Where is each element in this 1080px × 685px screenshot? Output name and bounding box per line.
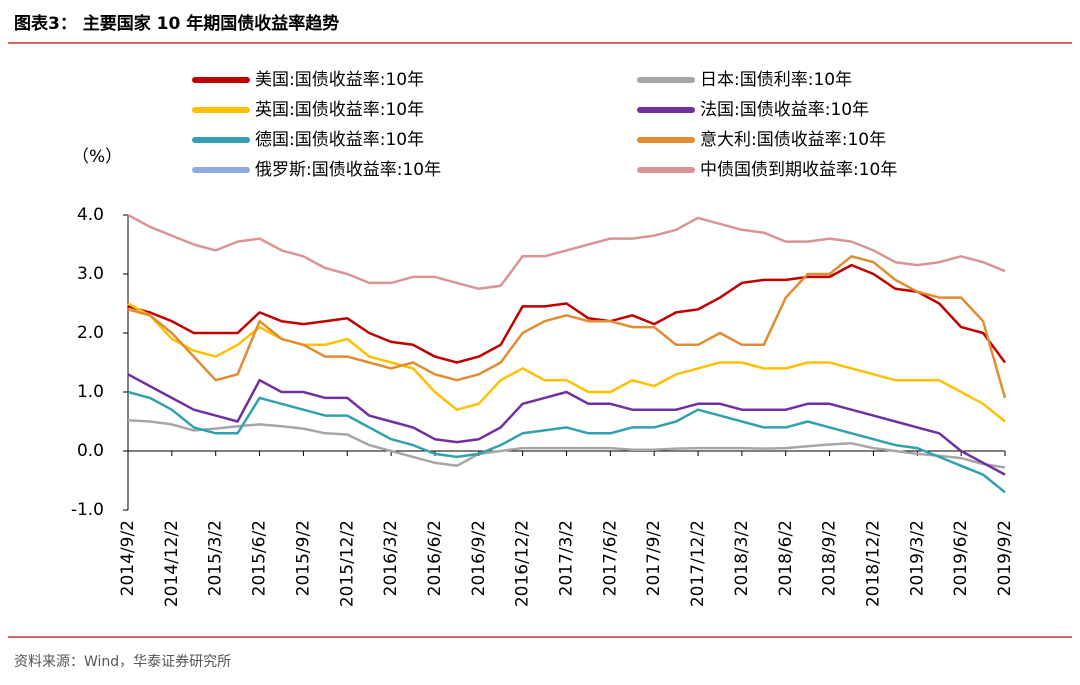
legend-label: 法国:国债收益率:10年: [700, 100, 869, 120]
x-tick-label: 2015/3/2: [206, 520, 226, 596]
series-line: [127, 213, 1006, 291]
y-tick-label: -1.0: [71, 500, 104, 520]
series-line: [127, 373, 1006, 476]
x-tick-label: 2016/9/2: [469, 520, 489, 596]
x-tick-label: 2018/6/2: [776, 520, 796, 596]
x-tick-label: 2015/12/2: [337, 520, 357, 607]
x-tick-label: 2017/12/2: [688, 520, 708, 607]
series-line: [127, 263, 1007, 364]
series-line: [127, 255, 1007, 399]
x-tick-label: 2018/9/2: [820, 520, 840, 596]
x-tick-label: 2017/3/2: [557, 520, 577, 596]
legend-label: 美国:国债收益率:10年: [255, 70, 424, 90]
y-tick-label: 2.0: [77, 323, 104, 343]
series-line: [127, 419, 1006, 469]
x-tick-label: 2018/3/2: [732, 520, 752, 596]
chart-title: 图表3： 主要国家 10 年期国债收益率趋势: [14, 13, 339, 34]
x-tick-label: 2015/6/2: [250, 520, 270, 596]
legend-label: 德国:国债收益率:10年: [255, 130, 424, 150]
legend-label: 英国:国债收益率:10年: [255, 100, 424, 120]
y-tick-label: 4.0: [77, 205, 104, 225]
x-tick-label: 2017/9/2: [644, 520, 664, 596]
source: 资料来源：Wind，华泰证券研究所: [14, 654, 231, 670]
y-tick-label: 3.0: [77, 264, 104, 284]
x-tick-label: 2019/3/2: [907, 520, 927, 596]
x-tick-label: 2014/9/2: [118, 520, 138, 596]
x-tick-label: 2019/6/2: [951, 520, 971, 596]
y-axis-label: （%）: [72, 147, 122, 167]
y-tick-label: 1.0: [77, 382, 104, 402]
x-tick-label: 2017/6/2: [600, 520, 620, 596]
y-tick-label: 0.0: [77, 441, 104, 461]
x-tick-label: 2016/6/2: [425, 520, 445, 596]
x-tick-label: 2019/9/2: [995, 520, 1015, 596]
legend-label: 中债国债到期收益率:10年: [700, 160, 897, 180]
legend-label: 意大利:国债收益率:10年: [700, 130, 886, 150]
legend-label: 俄罗斯:国债收益率:10年: [255, 160, 441, 180]
x-tick-label: 2016/3/2: [381, 520, 401, 596]
legend-label: 日本:国债利率:10年: [700, 70, 852, 90]
x-tick-label: 2016/12/2: [513, 520, 533, 607]
series-line: [127, 390, 1006, 494]
series-line: [127, 302, 1006, 423]
x-tick-label: 2018/12/2: [863, 520, 883, 607]
x-tick-label: 2015/9/2: [293, 520, 313, 596]
x-tick-label: 2014/12/2: [162, 520, 182, 607]
